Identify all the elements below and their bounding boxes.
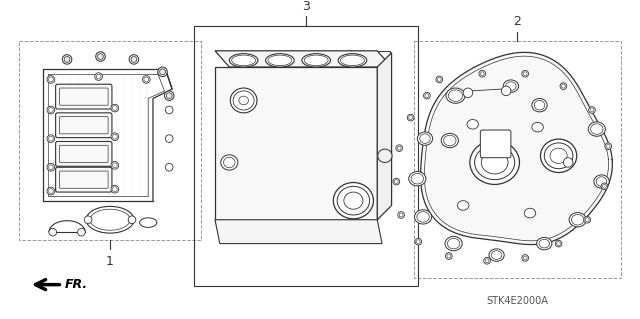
Circle shape [47, 163, 54, 171]
Circle shape [84, 216, 92, 224]
Circle shape [605, 143, 612, 150]
Circle shape [111, 185, 118, 193]
Circle shape [560, 83, 566, 89]
Circle shape [436, 76, 443, 83]
FancyBboxPatch shape [56, 113, 112, 138]
Ellipse shape [594, 175, 609, 188]
PathPatch shape [420, 52, 612, 245]
Circle shape [95, 73, 102, 80]
Bar [19, 41, 201, 240]
Ellipse shape [532, 99, 547, 112]
Ellipse shape [230, 88, 257, 113]
Circle shape [398, 211, 404, 218]
Text: STK4E2000A: STK4E2000A [486, 296, 548, 306]
Circle shape [396, 145, 403, 152]
FancyBboxPatch shape [56, 142, 112, 166]
Ellipse shape [467, 120, 479, 129]
Ellipse shape [446, 88, 465, 103]
Ellipse shape [458, 201, 469, 210]
Circle shape [111, 161, 118, 169]
Ellipse shape [537, 237, 552, 250]
Polygon shape [215, 67, 377, 220]
Ellipse shape [378, 149, 392, 162]
Polygon shape [215, 51, 392, 67]
Circle shape [62, 55, 72, 64]
Circle shape [584, 216, 591, 223]
Circle shape [111, 133, 118, 141]
Circle shape [407, 114, 414, 121]
Circle shape [49, 228, 56, 236]
Circle shape [129, 55, 139, 64]
Circle shape [589, 107, 595, 113]
Circle shape [47, 187, 54, 195]
Ellipse shape [302, 54, 330, 67]
Circle shape [522, 70, 529, 77]
Text: 2: 2 [513, 15, 521, 28]
Circle shape [424, 92, 430, 99]
Ellipse shape [532, 122, 543, 132]
FancyBboxPatch shape [56, 167, 112, 192]
Circle shape [463, 88, 473, 98]
Circle shape [165, 163, 173, 171]
Circle shape [415, 238, 422, 245]
Circle shape [556, 240, 562, 247]
Ellipse shape [588, 122, 605, 136]
FancyBboxPatch shape [56, 84, 112, 109]
Circle shape [484, 257, 490, 264]
Ellipse shape [229, 54, 258, 67]
Circle shape [111, 104, 118, 112]
Circle shape [47, 135, 54, 142]
Ellipse shape [415, 210, 431, 224]
Circle shape [96, 52, 105, 61]
Ellipse shape [540, 139, 577, 173]
Ellipse shape [445, 236, 462, 251]
Ellipse shape [470, 141, 520, 184]
Circle shape [47, 106, 54, 114]
Ellipse shape [489, 249, 504, 261]
Ellipse shape [266, 54, 294, 67]
Circle shape [143, 76, 150, 83]
Ellipse shape [569, 212, 586, 227]
Circle shape [445, 253, 452, 259]
FancyBboxPatch shape [481, 130, 511, 158]
Ellipse shape [524, 208, 536, 218]
Ellipse shape [441, 133, 458, 148]
Circle shape [393, 178, 400, 185]
Circle shape [164, 91, 174, 100]
Circle shape [77, 228, 85, 236]
Text: 3: 3 [302, 0, 310, 13]
Circle shape [47, 76, 54, 83]
Ellipse shape [333, 182, 374, 219]
Polygon shape [215, 220, 382, 244]
Ellipse shape [140, 218, 157, 227]
Bar [413, 41, 621, 278]
Circle shape [601, 183, 608, 190]
Circle shape [128, 216, 136, 224]
Ellipse shape [221, 155, 238, 170]
Polygon shape [377, 53, 392, 220]
Circle shape [522, 255, 529, 261]
Ellipse shape [409, 172, 426, 186]
Ellipse shape [503, 80, 518, 92]
Circle shape [165, 106, 173, 114]
Circle shape [157, 67, 167, 77]
Text: 1: 1 [106, 255, 114, 268]
Circle shape [165, 135, 173, 142]
Ellipse shape [338, 54, 367, 67]
Circle shape [501, 86, 511, 96]
Ellipse shape [563, 158, 573, 167]
Ellipse shape [417, 132, 433, 145]
Text: FR.: FR. [65, 278, 88, 291]
Circle shape [479, 70, 486, 77]
Bar [194, 26, 419, 286]
